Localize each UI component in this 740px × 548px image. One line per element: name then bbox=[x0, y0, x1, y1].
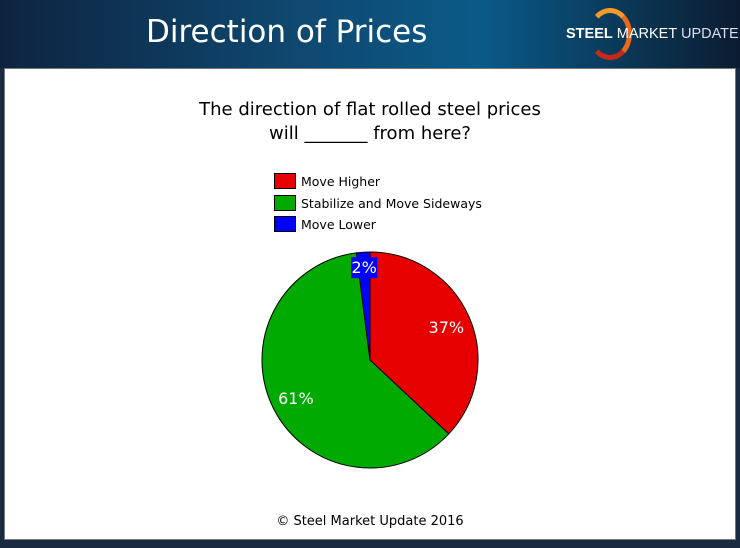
header-banner: Direction of Prices STEEL MARKET UPDATE bbox=[0, 0, 740, 68]
legend-item-move-lower: Move Lower bbox=[274, 216, 376, 232]
pie-slice-1 bbox=[261, 252, 450, 469]
bottom-bar bbox=[0, 540, 740, 548]
slide-title: Direction of Prices bbox=[146, 14, 428, 50]
legend-item-stabilize: Stabilize and Move Sideways bbox=[274, 195, 482, 211]
data-label-1: 61% bbox=[278, 389, 314, 408]
steel-market-update-logo: STEEL MARKET UPDATE bbox=[566, 8, 739, 64]
pie-slice-2 bbox=[355, 251, 371, 361]
pie-slice-0 bbox=[369, 251, 479, 435]
copyright: © Steel Market Update 2016 bbox=[276, 514, 464, 529]
chart-title: The direction of flat rolled steel price… bbox=[199, 99, 541, 144]
data-label-2: 2% bbox=[351, 258, 376, 277]
logo-arc-icon bbox=[588, 8, 632, 60]
legend-item-move-higher: Move Higher bbox=[274, 173, 380, 189]
data-label-bg bbox=[351, 257, 378, 279]
data-label-0: 37% bbox=[429, 318, 465, 337]
